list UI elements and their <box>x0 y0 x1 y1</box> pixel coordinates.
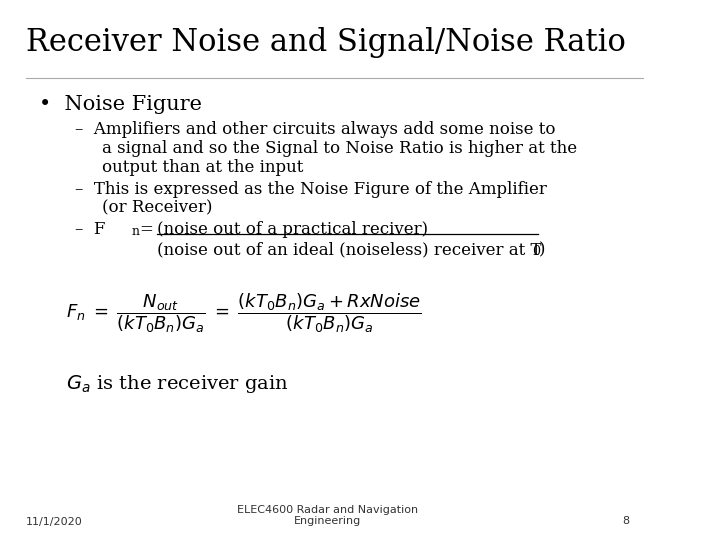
Text: 0: 0 <box>532 245 540 258</box>
Text: 11/1/2020: 11/1/2020 <box>26 516 83 526</box>
Text: –  This is expressed as the Noise Figure of the Amplifier: – This is expressed as the Noise Figure … <box>76 181 547 198</box>
Text: $F_{n} \; = \; \dfrac{N_{out}}{(kT_0 B_n)G_a} \; = \; \dfrac{(kT_0 B_n)G_a + RxN: $F_{n} \; = \; \dfrac{N_{out}}{(kT_0 B_n… <box>66 292 421 335</box>
Text: ELEC4600 Radar and Navigation
Engineering: ELEC4600 Radar and Navigation Engineerin… <box>238 505 418 526</box>
Text: ): ) <box>539 241 546 258</box>
Text: =: = <box>140 221 153 238</box>
Text: Receiver Noise and Signal/Noise Ratio: Receiver Noise and Signal/Noise Ratio <box>26 27 626 58</box>
Text: (noise out of an ideal (noiseless) receiver at T: (noise out of an ideal (noiseless) recei… <box>158 241 542 258</box>
Text: output than at the input: output than at the input <box>102 159 303 176</box>
Text: (noise out of a practical reciver): (noise out of a practical reciver) <box>158 221 428 238</box>
Text: (or Receiver): (or Receiver) <box>102 200 212 217</box>
Text: –  F: – F <box>76 221 106 238</box>
Text: n: n <box>131 225 139 238</box>
Text: $G_a$ is the receiver gain: $G_a$ is the receiver gain <box>66 373 289 395</box>
Text: 8: 8 <box>623 516 629 526</box>
Text: •  Noise Figure: • Noise Figure <box>40 94 202 113</box>
Text: a signal and so the Signal to Noise Ratio is higher at the: a signal and so the Signal to Noise Rati… <box>102 140 577 157</box>
Text: –  Amplifiers and other circuits always add some noise to: – Amplifiers and other circuits always a… <box>76 122 556 138</box>
